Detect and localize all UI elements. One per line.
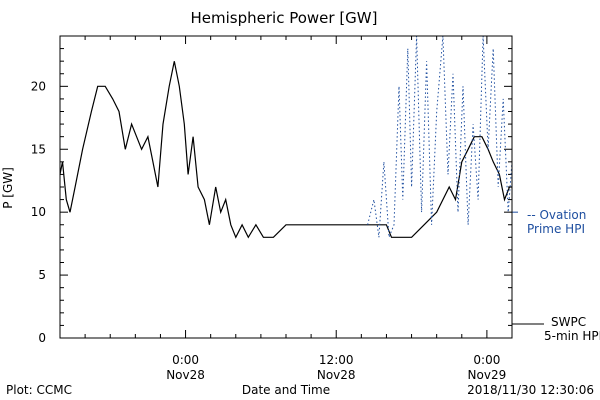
x-tick-label-date: Nov28 [166, 368, 205, 382]
x-axis-ticks: 0:00Nov2812:00Nov280:00Nov2912:00Nov290:… [59, 36, 513, 382]
x-tick-label-time: 0:00 [473, 353, 500, 367]
x-tick-label-time: 12:00 [319, 353, 354, 367]
y-tick-label: 15 [31, 142, 46, 156]
y-tick-label: 10 [31, 205, 46, 219]
footer-center-label: Date and Time [242, 383, 330, 397]
y-axis-label: P [GW] [1, 167, 15, 209]
legend-ovation-line1: -- Ovation [527, 208, 586, 222]
series-layer [59, 35, 518, 239]
y-axis-ticks: 0 5 10 15 20 [31, 35, 512, 345]
plot-frame [59, 35, 513, 339]
legend-swpc: SWPC 5-min HPI [512, 315, 600, 343]
legend-swpc-line1: SWPC [551, 315, 586, 329]
x-tick-label-time: 0:00 [172, 353, 199, 367]
legend-ovation-line2: Prime HPI [527, 222, 585, 236]
series-swpc-line [59, 61, 512, 239]
x-tick-label-date: Nov29 [468, 368, 507, 382]
y-tick-label: 5 [38, 268, 46, 282]
footer-left-label: Plot: CCMC [6, 383, 72, 397]
x-tick-label-date: Nov28 [317, 368, 356, 382]
y-tick-label: 20 [31, 79, 46, 93]
y-tick-label: 0 [38, 331, 46, 345]
footer-right-label: 2018/11/30 12:30:06 [467, 383, 594, 397]
chart-title: Hemispheric Power [GW] [191, 9, 378, 27]
legend-swpc-line2: 5-min HPI [544, 329, 600, 343]
legend-ovation: -- Ovation Prime HPI [527, 208, 586, 236]
